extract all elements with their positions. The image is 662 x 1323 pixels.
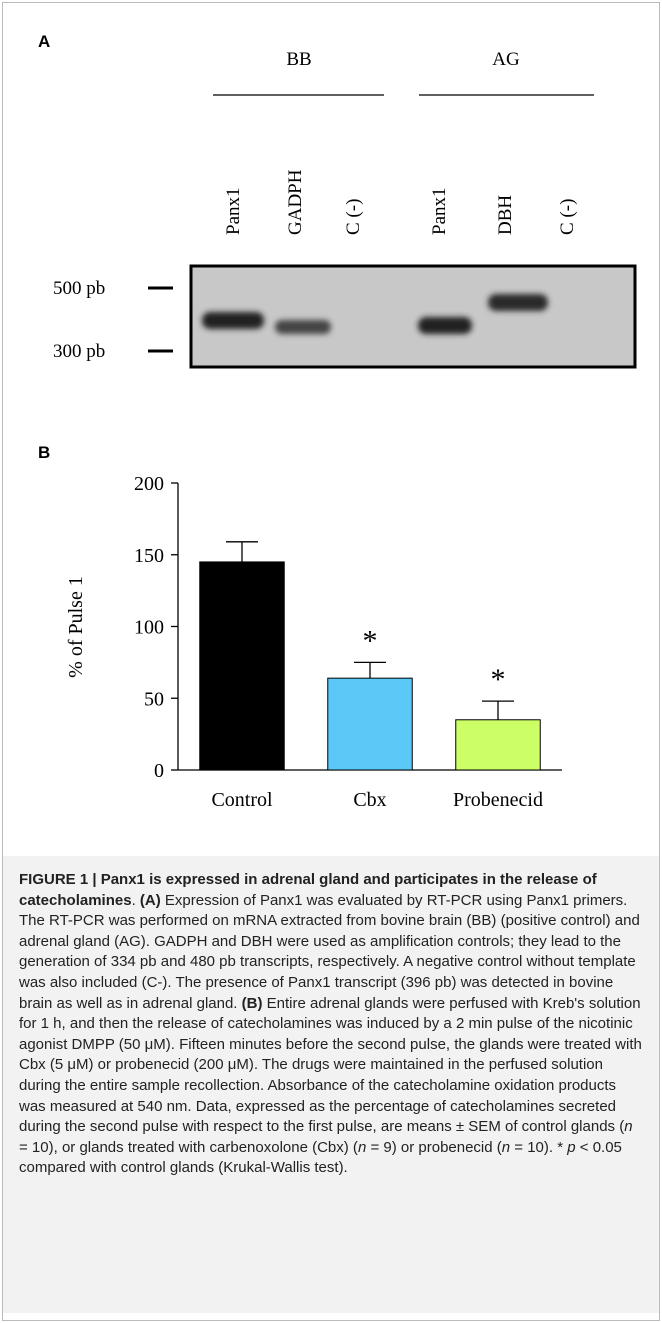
caption-panel: (A) xyxy=(140,892,161,909)
panel-label: B xyxy=(38,443,50,462)
band xyxy=(418,317,472,334)
y-axis-label: % of Pulse 1 xyxy=(65,576,87,678)
group-label: BB xyxy=(286,49,311,70)
caption: FIGURE 1 | Panx1 is expressed in adrenal… xyxy=(3,856,659,1313)
x-tick-label: Probenecid xyxy=(453,789,543,811)
y-tick-label: 150 xyxy=(134,545,164,567)
lane-label: C (-) xyxy=(343,199,364,235)
y-tick-label: 50 xyxy=(144,688,164,710)
marker-label: 500 pb xyxy=(53,278,105,299)
caption-text: = 10). * xyxy=(510,1139,567,1156)
caption-text: Expression of Panx1 was evaluated by RT-… xyxy=(19,892,640,1012)
lane-label: Panx1 xyxy=(429,188,450,236)
significance-label: * xyxy=(491,663,506,696)
y-tick-label: 200 xyxy=(134,473,164,495)
panel-label: A xyxy=(38,32,50,51)
bar xyxy=(456,720,540,770)
significance-label: * xyxy=(363,624,378,657)
band xyxy=(202,312,264,329)
caption-italic: p xyxy=(567,1139,575,1156)
caption-italic: n xyxy=(624,1118,632,1135)
x-tick-label: Cbx xyxy=(353,789,386,811)
caption-text: = 9) or probenecid ( xyxy=(366,1139,502,1156)
caption-text: = 10), or glands treated with carbenoxol… xyxy=(19,1139,358,1156)
bar xyxy=(200,562,284,770)
caption-italic: n xyxy=(502,1139,510,1156)
caption-text: . xyxy=(132,892,140,909)
caption-text: Entire adrenal glands were perfused with… xyxy=(19,995,642,1136)
lane-label: DBH xyxy=(495,195,516,235)
y-tick-label: 0 xyxy=(154,760,164,782)
marker-label: 300 pb xyxy=(53,341,105,362)
bar xyxy=(328,678,412,770)
lane-label: GADPH xyxy=(285,169,306,235)
page: A BB AG Panx1 GADPH C (-) Panx1 DBH C (-… xyxy=(0,0,662,1323)
figure: A BB AG Panx1 GADPH C (-) Panx1 DBH C (-… xyxy=(0,0,662,856)
band xyxy=(488,294,548,311)
lane-label: C (-) xyxy=(557,199,578,235)
x-tick-label: Control xyxy=(211,789,273,811)
lane-label: Panx1 xyxy=(223,188,244,236)
group-label: AG xyxy=(492,49,520,70)
band xyxy=(275,320,331,334)
y-tick-label: 100 xyxy=(134,617,164,639)
caption-panel: (B) xyxy=(242,995,263,1012)
